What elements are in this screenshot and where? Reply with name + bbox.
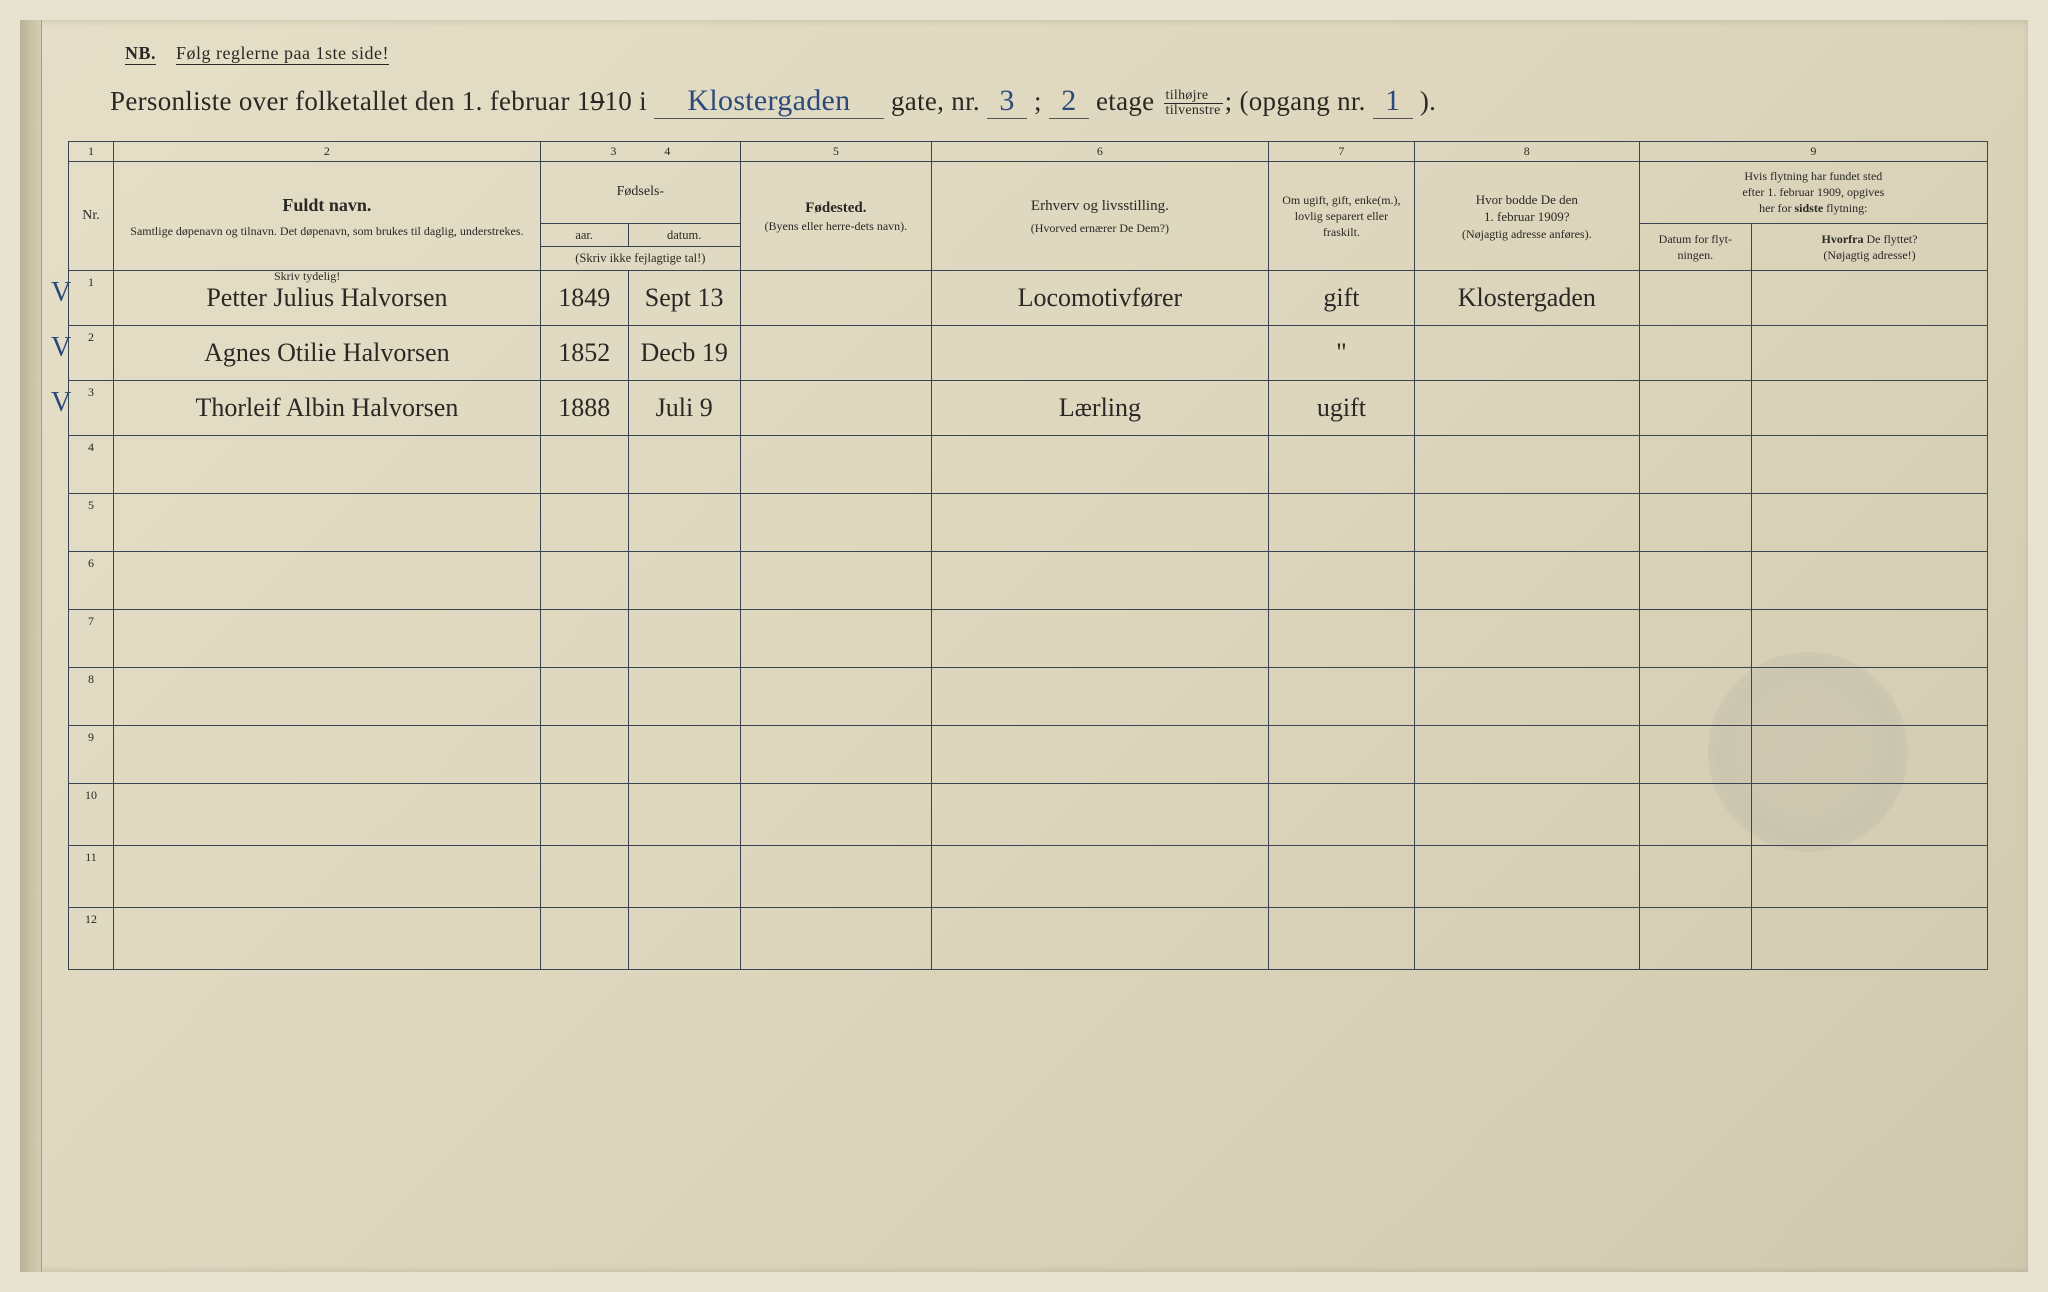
colnum-5: 5 xyxy=(740,142,931,162)
row-name: Agnes Otilie Halvorsen xyxy=(113,326,540,381)
nb-label: NB. xyxy=(125,43,156,65)
row-year: 1852 xyxy=(540,326,628,381)
row-nr: 10 xyxy=(69,784,114,846)
street-handwritten: Klostergaden xyxy=(654,84,884,119)
row-move-date xyxy=(1639,381,1751,436)
colnum-6: 6 xyxy=(931,142,1268,162)
table-row: 11 xyxy=(69,846,1988,908)
row-date: Decb 19 xyxy=(628,326,740,381)
row-prev-addr xyxy=(1414,326,1639,381)
row-nr: 5 xyxy=(69,494,114,552)
row-prev-addr xyxy=(1414,381,1639,436)
hdr-birthplace: Fødested. (Byens eller herre-dets navn). xyxy=(740,162,931,271)
colnum-2: 2 xyxy=(113,142,540,162)
row-occupation: Locomotivfører xyxy=(931,271,1268,326)
nb-text: Følg reglerne paa 1ste side! xyxy=(176,43,389,65)
hdr-move-date: Datum for flyt-ningen. xyxy=(1639,223,1751,271)
row-move-date xyxy=(1639,326,1751,381)
hdr-date: datum. xyxy=(628,223,740,247)
table-row: 10 xyxy=(69,784,1988,846)
census-document: NB. Følg reglerne paa 1ste side! Personl… xyxy=(20,20,2028,1272)
side-fraction: tilhøjre tilvenstre xyxy=(1164,89,1223,119)
hdr-occupation: Erhverv og livsstilling. (Hvorved ernære… xyxy=(931,162,1268,271)
hdr-birth-group: Fødsels- xyxy=(540,162,740,224)
row-move-from xyxy=(1751,326,1987,381)
hdr-nr: Nr. xyxy=(69,162,114,271)
table-row: V1 Skriv tydelig!Petter Julius Halvorsen… xyxy=(69,271,1988,326)
row-nr: 9 xyxy=(69,726,114,784)
row-nr: V3 xyxy=(69,381,114,436)
census-table-body: V1 Skriv tydelig!Petter Julius Halvorsen… xyxy=(69,271,1988,970)
row-nr: 4 xyxy=(69,436,114,494)
row-marital: " xyxy=(1268,326,1414,381)
table-row: V2 Agnes Otilie Halvorsen 1852 Decb 19 " xyxy=(69,326,1988,381)
column-number-row: 1 2 3 4 5 6 7 8 9 xyxy=(69,142,1988,162)
row-nr: 6 xyxy=(69,552,114,610)
row-prev-addr: Klostergaden xyxy=(1414,271,1639,326)
page-binding-edge xyxy=(20,20,42,1272)
table-row: 6 xyxy=(69,552,1988,610)
row-nr: 12 xyxy=(69,908,114,970)
colnum-1: 1 xyxy=(69,142,114,162)
table-row: V3 Thorleif Albin Halvorsen 1888 Juli 9 … xyxy=(69,381,1988,436)
hdr-year-note: (Skriv ikke fejlagtige tal!) xyxy=(540,247,740,271)
colnum-8: 8 xyxy=(1414,142,1639,162)
row-birthplace xyxy=(740,381,931,436)
hdr-prev-addr: Hvor bodde De den1. februar 1909? (Nøjag… xyxy=(1414,162,1639,271)
title-part1: Personliste over folketallet den 1. febr… xyxy=(110,86,591,116)
table-row: 5 xyxy=(69,494,1988,552)
row-nr: V2 xyxy=(69,326,114,381)
header-row-1: Nr. Fuldt navn. Samtlige døpenavn og til… xyxy=(69,162,1988,224)
row-move-date xyxy=(1639,271,1751,326)
hdr-marital: Om ugift, gift, enke(m.), lovlig separer… xyxy=(1268,162,1414,271)
nb-instruction: NB. Følg reglerne paa 1ste side! xyxy=(125,43,1998,64)
house-nr-handwritten: 3 xyxy=(987,84,1027,119)
stair-handwritten: 1 xyxy=(1373,84,1413,119)
row-year: 1888 xyxy=(540,381,628,436)
row-date: Juli 9 xyxy=(628,381,740,436)
faded-stamp xyxy=(1708,652,1908,852)
row-nr: 8 xyxy=(69,668,114,726)
table-row: 9 xyxy=(69,726,1988,784)
colnum-7: 7 xyxy=(1268,142,1414,162)
row-move-from xyxy=(1751,381,1987,436)
table-row: 7 xyxy=(69,610,1988,668)
hdr-move-group: Hvis flytning har fundet stedefter 1. fe… xyxy=(1639,162,1987,224)
row-nr: V1 xyxy=(69,271,114,326)
row-date: Sept 13 xyxy=(628,271,740,326)
row-name: Thorleif Albin Halvorsen xyxy=(113,381,540,436)
hdr-move-from: Hvorfra De flyttet? (Nøjagtig adresse!) xyxy=(1751,223,1987,271)
colnum-9: 9 xyxy=(1639,142,1987,162)
row-move-from xyxy=(1751,271,1987,326)
census-table: 1 2 3 4 5 6 7 8 9 Nr. Fuldt navn. Samtli… xyxy=(68,141,1988,970)
form-title-line: Personliste over folketallet den 1. febr… xyxy=(110,84,1998,119)
table-row: 4 xyxy=(69,436,1988,494)
colnum-3-4: 3 4 xyxy=(540,142,740,162)
row-nr: 11 xyxy=(69,846,114,908)
row-birthplace xyxy=(740,271,931,326)
hdr-name: Fuldt navn. Samtlige døpenavn og tilnavn… xyxy=(113,162,540,271)
row-nr: 7 xyxy=(69,610,114,668)
hdr-year: aar. xyxy=(540,223,628,247)
row-birthplace xyxy=(740,326,931,381)
table-row: 8 xyxy=(69,668,1988,726)
table-row: 12 xyxy=(69,908,1988,970)
row-occupation: Lærling xyxy=(931,381,1268,436)
row-marital: gift xyxy=(1268,271,1414,326)
row-marital: ugift xyxy=(1268,381,1414,436)
row-year: 1849 xyxy=(540,271,628,326)
row-name: Skriv tydelig!Petter Julius Halvorsen xyxy=(113,271,540,326)
row-occupation xyxy=(931,326,1268,381)
floor-handwritten: 2 xyxy=(1049,84,1089,119)
